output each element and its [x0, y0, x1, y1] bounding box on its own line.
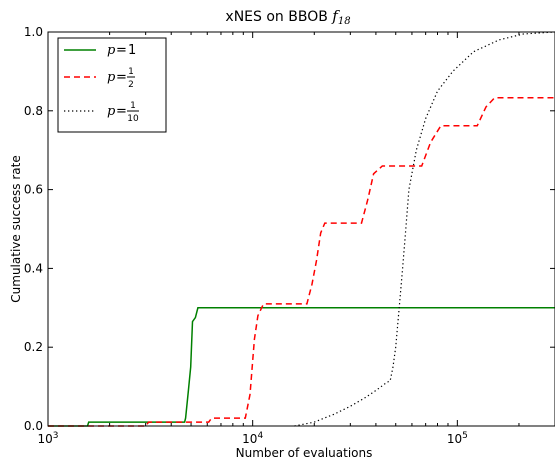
- series-line-3: [294, 31, 555, 427]
- chart-title-text: xNES on BBOB: [225, 9, 327, 25]
- y-tick-label-4: 0.8: [24, 104, 43, 118]
- legend-var: p: [107, 104, 116, 119]
- legend-label-3: p = 1 10: [107, 101, 139, 124]
- legend-denominator: 2: [128, 80, 134, 90]
- legend-entries: p = 1p = 12p = 110: [64, 43, 139, 124]
- series-line-2: [48, 97, 555, 427]
- legend-value: 1: [128, 43, 136, 58]
- chart-title-math-sub: 18: [338, 16, 351, 27]
- y-tick-label-1: 0.2: [24, 340, 43, 354]
- legend-box: [57, 37, 167, 133]
- x-axis-label: Number of evaluations: [236, 446, 373, 460]
- x-tick-label-2: 105: [447, 431, 468, 446]
- legend-var: p: [107, 43, 116, 58]
- x-tick-label-0: 103: [37, 431, 58, 446]
- legend-var: p: [107, 70, 116, 85]
- chart-title: xNES on BBOB f18: [225, 7, 350, 27]
- legend-denominator: 10: [127, 114, 139, 124]
- plot-frame: [47, 31, 555, 427]
- legend-eq: =: [116, 104, 127, 119]
- legend-label-2: p = 1 2: [107, 67, 135, 90]
- series-line-1: [48, 307, 555, 427]
- x-tick-label-1: 104: [242, 431, 263, 446]
- y-tick-label-5: 1.0: [24, 25, 43, 39]
- y-axis-label: Cumulative success rate: [9, 155, 23, 302]
- chart-title-math: f: [331, 7, 340, 25]
- legend-eq: =: [116, 70, 127, 85]
- y-tick-label-2: 0.4: [24, 261, 43, 275]
- series-layer: [48, 31, 555, 427]
- legend-eq: =: [116, 43, 127, 58]
- legend-label-1: p = 1: [107, 43, 136, 58]
- legend: p = 1p = 12p = 110: [57, 37, 167, 133]
- legend-numerator: 1: [128, 67, 134, 77]
- y-tick-label-3: 0.6: [24, 183, 43, 197]
- axis-ticks: 0.0 0.2 0.4 0.6 0.8 1.0 103 104 105: [24, 25, 555, 446]
- y-tick-label-0: 0.0: [24, 419, 43, 433]
- legend-numerator: 1: [130, 101, 136, 111]
